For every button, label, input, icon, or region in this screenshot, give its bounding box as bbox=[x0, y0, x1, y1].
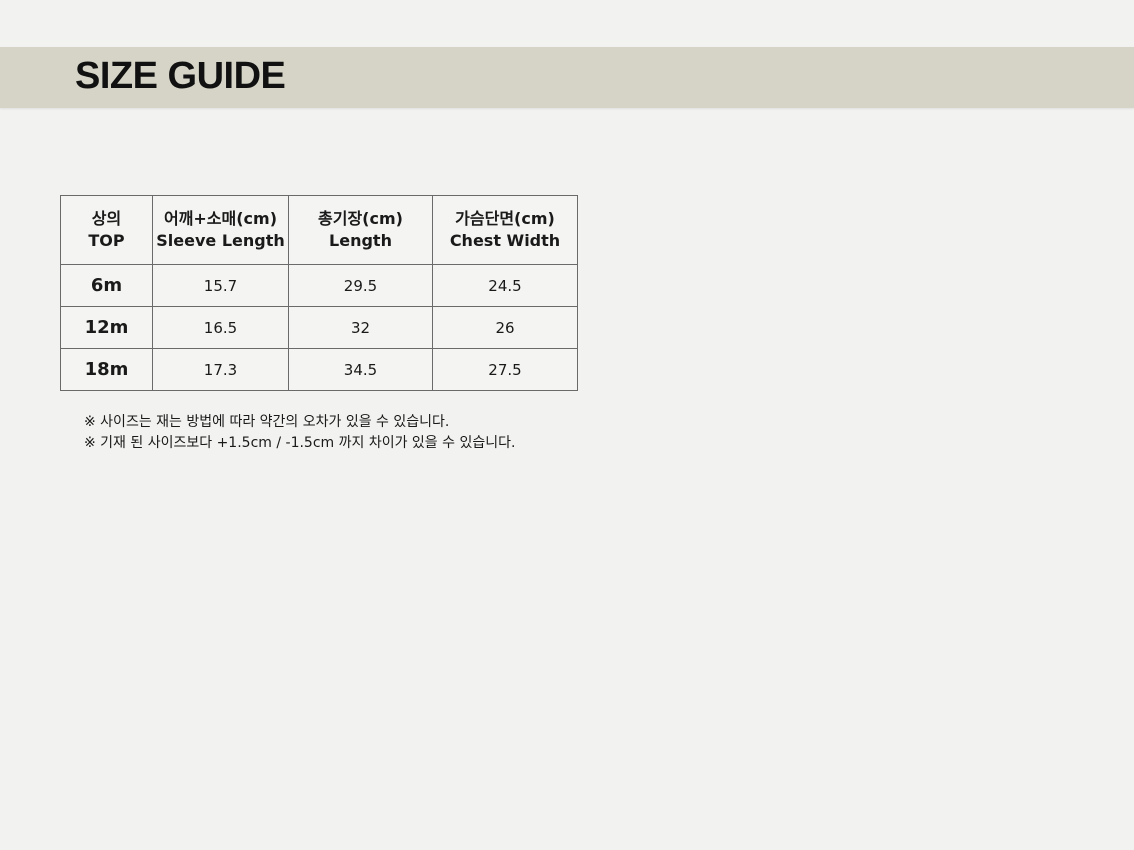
header-banner: SIZE GUIDE bbox=[0, 47, 1134, 108]
table-cell: 34.5 bbox=[288, 348, 433, 391]
column-header: 가슴단면(cm) Chest Width bbox=[432, 195, 578, 265]
size-label: 12m bbox=[60, 306, 153, 349]
size-label: 18m bbox=[60, 348, 153, 391]
table-row: 6m 15.7 29.5 24.5 bbox=[60, 264, 578, 307]
table-cell: 27.5 bbox=[432, 348, 578, 391]
table-header-row: 상의 TOP 어깨+소매(cm) Sleeve Length 총기장(cm) Leng… bbox=[60, 195, 578, 265]
table-cell: 24.5 bbox=[432, 264, 578, 307]
header-korean: 가슴단면(cm) bbox=[455, 209, 555, 228]
header-english: Length bbox=[329, 231, 392, 250]
table-cell: 16.5 bbox=[152, 306, 289, 349]
table-cell: 17.3 bbox=[152, 348, 289, 391]
page-title: SIZE GUIDE bbox=[75, 55, 286, 97]
size-label: 6m bbox=[60, 264, 153, 307]
header-korean: 어깨+소매(cm) bbox=[163, 209, 278, 228]
column-header: 총기장(cm) Length bbox=[288, 195, 433, 265]
column-header: 상의 TOP bbox=[60, 195, 153, 265]
table-cell: 32 bbox=[288, 306, 433, 349]
table-cell: 29.5 bbox=[288, 264, 433, 307]
column-header: 어깨+소매(cm) Sleeve Length bbox=[152, 195, 289, 265]
table-cell: 26 bbox=[432, 306, 578, 349]
header-english: TOP bbox=[88, 231, 125, 250]
table-cell: 15.7 bbox=[152, 264, 289, 307]
header-english: Chest Width bbox=[449, 231, 561, 250]
table-row: 18m 17.3 34.5 27.5 bbox=[60, 348, 578, 391]
notes: ※ 사이즈는 재는 방법에 따라 약간의 오차가 있을 수 있습니다. ※ 기재… bbox=[84, 412, 515, 454]
table-row: 12m 16.5 32 26 bbox=[60, 306, 578, 349]
size-table: 상의 TOP 어깨+소매(cm) Sleeve Length 총기장(cm) Leng… bbox=[60, 195, 578, 391]
header-korean: 상의 bbox=[91, 209, 122, 228]
note: ※ 사이즈는 재는 방법에 따라 약간의 오차가 있을 수 있습니다. bbox=[84, 414, 450, 430]
header-english: Sleeve Length bbox=[156, 231, 285, 250]
note: ※ 기재 된 사이즈보다 +1.5cm / -1.5cm 까지 차이가 있을 수… bbox=[84, 435, 516, 451]
header-korean: 총기장(cm) bbox=[318, 209, 403, 228]
